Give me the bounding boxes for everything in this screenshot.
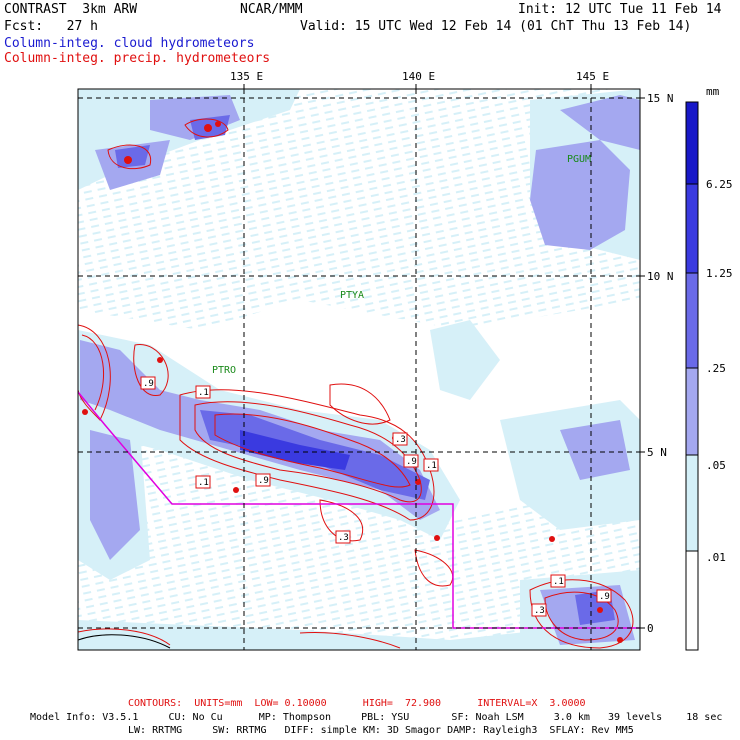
lat-label-0: 0 bbox=[647, 622, 654, 635]
colorbar-swatch bbox=[686, 184, 698, 273]
center-name: NCAR/MMM bbox=[240, 2, 303, 17]
station-ptya: PTYA bbox=[340, 290, 364, 301]
model-info-line1: Model Info: V3.5.1 CU: No Cu MP: Thompso… bbox=[30, 712, 723, 723]
station-ptro: PTRO bbox=[212, 365, 236, 376]
colorbar-label: .01 bbox=[706, 551, 726, 564]
contour-label: .9 bbox=[599, 592, 610, 602]
contour-label: .3 bbox=[338, 533, 349, 543]
axis-ticks bbox=[243, 84, 645, 629]
lat-label-10n: 10 N bbox=[647, 270, 674, 283]
model-info-line2: LW: RRTMG SW: RRTMG DIFF: simple KM: 3D … bbox=[128, 725, 634, 736]
colorbar-label: 1.25 bbox=[706, 267, 733, 280]
valid-time: Valid: 15 UTC Wed 12 Feb 14 (01 ChT Thu … bbox=[300, 19, 692, 34]
colorbar-swatch bbox=[686, 551, 698, 650]
colorbar-swatch bbox=[686, 455, 698, 551]
contour-label: .1 bbox=[198, 388, 209, 398]
model-title: CONTRAST 3km ARW bbox=[4, 2, 138, 17]
colorbar-label: 6.25 bbox=[706, 178, 733, 191]
contour-label: .9 bbox=[258, 476, 269, 486]
contour-labels: .1 .9 .1 .9 .3 .9 .1 .3 .1 .3 .9 bbox=[140, 376, 612, 617]
colorbar-swatch bbox=[686, 273, 698, 368]
field-cloud-label: Column-integ. cloud hydrometeors bbox=[4, 36, 255, 51]
forecast-hour: Fcst: 27 h bbox=[4, 19, 98, 34]
station-pgum: PGUM bbox=[567, 154, 591, 165]
map-frame bbox=[77, 88, 641, 651]
lon-label-140: 140 E bbox=[402, 70, 435, 83]
contour-info: CONTOURS: UNITS=mm LOW= 0.10000 HIGH= 72… bbox=[128, 698, 586, 709]
graticule bbox=[78, 89, 640, 650]
colorbar-unit: mm bbox=[706, 85, 720, 98]
contour-label: .1 bbox=[198, 478, 209, 488]
contour-label: .1 bbox=[553, 577, 564, 587]
contour-label: .9 bbox=[406, 457, 417, 467]
coastline bbox=[78, 634, 171, 649]
colorbar: mm 6.25 1.25 .25 .05 .01 bbox=[685, 85, 733, 651]
contour-label: .1 bbox=[426, 461, 437, 471]
lat-label-15n: 15 N bbox=[647, 92, 674, 105]
lon-label-145: 145 E bbox=[576, 70, 609, 83]
contour-label: .9 bbox=[143, 379, 154, 389]
init-time: Init: 12 UTC Tue 11 Feb 14 bbox=[518, 2, 722, 17]
colorbar-label: .25 bbox=[706, 362, 726, 375]
cloud-field bbox=[78, 89, 640, 650]
contour-label: .3 bbox=[534, 606, 545, 616]
colorbar-swatch bbox=[686, 368, 698, 455]
field-precip-label: Column-integ. precip. hydrometeors bbox=[4, 51, 271, 66]
lon-label-135: 135 E bbox=[230, 70, 263, 83]
contour-label: .3 bbox=[395, 435, 406, 445]
colorbar-swatch bbox=[686, 102, 698, 184]
colorbar-label: .05 bbox=[706, 459, 726, 472]
lat-label-5n: 5 N bbox=[647, 446, 667, 459]
